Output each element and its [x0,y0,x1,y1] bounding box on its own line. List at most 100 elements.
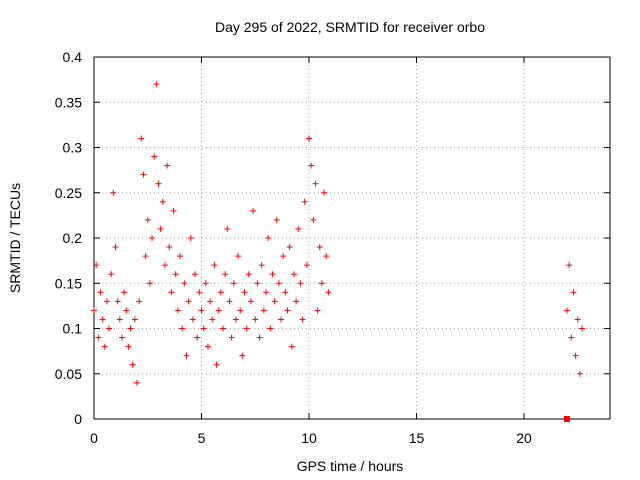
data-point [564,307,570,314]
data-point [572,352,579,359]
data-point [282,289,289,296]
data-point [164,162,171,169]
data-point [215,307,222,314]
data-point [303,262,310,269]
x-tick-label: 15 [409,430,425,446]
data-point [260,307,267,314]
data-point [106,325,113,332]
x-tick-label: 20 [516,430,532,446]
data-point [321,189,328,196]
data-point [314,307,321,314]
data-point [170,207,177,214]
data-point [194,334,201,341]
points-layer [91,81,586,422]
data-point [174,307,181,314]
data-point [168,289,175,296]
data-point [243,325,250,332]
data-point [263,289,269,296]
data-point [241,289,248,296]
data-point [245,271,252,278]
data-point [97,289,104,296]
data-point [140,171,147,178]
axis-layer: 0 0.05 0.1 0.15 0.2 0.25 0.3 0.35 0.4 0 5 10 15 20 [55,49,610,446]
data-point [142,253,149,260]
data-point [202,280,209,287]
data-point [183,352,190,359]
data-point [269,271,276,278]
data-point [258,262,265,269]
data-point [247,298,254,305]
data-point [101,343,108,350]
data-point [574,316,581,323]
data-point [112,244,119,251]
data-point [153,81,160,88]
y-tick-label: 0.4 [63,49,83,65]
data-point [237,307,244,314]
data-point [146,280,153,287]
data-point [159,198,166,205]
data-point [204,343,211,350]
data-point [299,316,306,323]
data-point [228,334,235,341]
data-point [114,298,121,305]
data-point [118,334,125,341]
data-point [166,244,173,251]
data-point [172,271,179,278]
data-point [155,180,162,187]
data-point [301,198,308,205]
data-point [323,253,330,260]
data-point [566,262,573,269]
data-point [196,289,203,296]
data-point [306,135,312,142]
x-tick-label: 10 [301,430,317,446]
data-point [144,216,151,223]
y-axis-label: SRMTID / TECUs [7,183,23,293]
grid-layer [94,57,610,419]
data-point [284,307,291,314]
data-point [570,289,577,296]
data-point [310,216,317,223]
data-point [286,244,293,251]
data-point [179,325,186,332]
data-point [226,298,233,305]
data-point [151,153,158,160]
y-tick-label: 0 [74,411,82,427]
data-point [213,361,220,368]
data-point [149,235,156,241]
data-point [123,307,130,314]
data-point [316,244,323,251]
data-point [295,225,302,232]
data-point [568,334,575,341]
data-point [99,316,106,323]
data-point [189,316,196,323]
data-point [576,370,583,377]
data-point [198,307,205,314]
data-point [293,298,300,305]
data-point [207,298,214,305]
data-point [103,298,110,305]
data-point [185,298,192,305]
data-point [192,271,199,278]
y-tick-label: 0.15 [55,275,82,291]
data-point [110,189,117,196]
data-point [290,271,297,278]
data-point [224,225,231,232]
data-point [127,325,134,332]
data-point [121,289,128,296]
data-point [157,225,164,232]
data-point [235,253,242,260]
data-point [108,271,115,278]
y-tick-label: 0.2 [63,230,83,246]
data-point [256,334,263,341]
data-point [265,235,272,241]
data-point [181,280,188,287]
data-point [250,207,257,214]
y-tick-label: 0.1 [63,321,83,337]
data-point [116,316,123,323]
zero-marker [564,416,570,422]
data-point [239,352,246,359]
data-point [232,316,239,323]
data-point [297,280,304,287]
